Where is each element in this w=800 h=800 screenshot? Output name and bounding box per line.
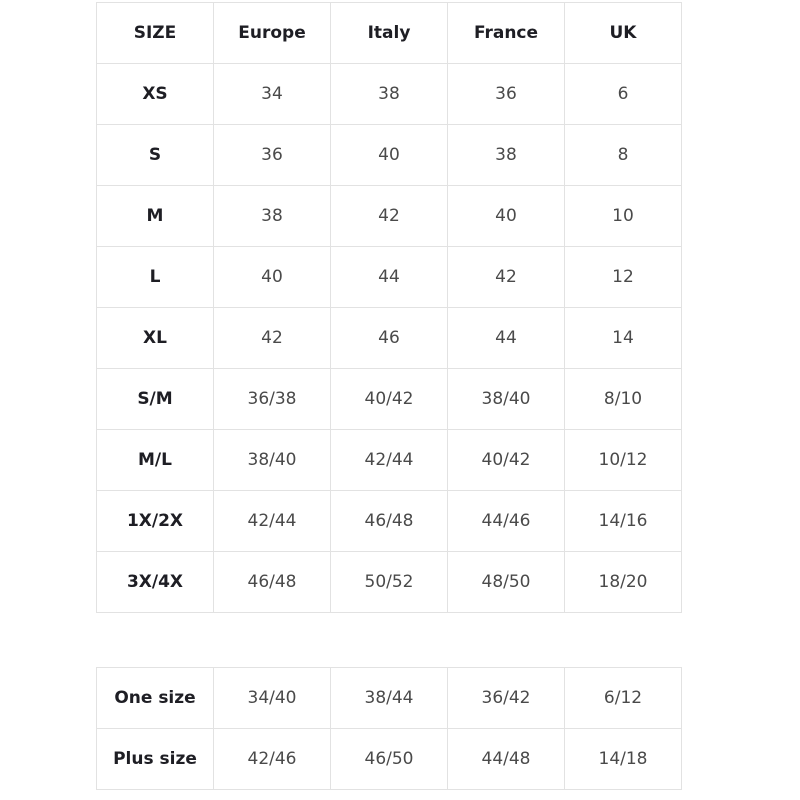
size-value-cell: 46/48 — [213, 551, 331, 613]
size-value-cell: 6/12 — [564, 667, 682, 729]
size-value-cell: 44/46 — [447, 490, 565, 552]
size-label-cell: 3X/4X — [96, 551, 214, 613]
column-header: Europe — [213, 2, 331, 64]
column-header: France — [447, 2, 565, 64]
table-row: Plus size 42/46 46/50 44/48 14/18 — [96, 728, 682, 790]
size-chart-table: SIZE Europe Italy France UK XS 34 38 36 6 S 36 40 38… — [96, 2, 682, 613]
size-label-cell: S/M — [96, 368, 214, 430]
size-label-cell: M — [96, 185, 214, 247]
size-value-cell: 36/38 — [213, 368, 331, 430]
header-row: SIZE Europe Italy France UK — [96, 2, 682, 64]
size-value-cell: 42 — [330, 185, 448, 247]
size-value-cell: 38/44 — [330, 667, 448, 729]
size-label-cell: L — [96, 246, 214, 308]
table-row: S 36 40 38 8 — [96, 124, 682, 186]
size-value-cell: 36 — [213, 124, 331, 186]
size-value-cell: 42/44 — [330, 429, 448, 491]
size-value-cell: 14/16 — [564, 490, 682, 552]
table-row: S/M 36/38 40/42 38/40 8/10 — [96, 368, 682, 430]
size-value-cell: 40/42 — [330, 368, 448, 430]
size-value-cell: 40 — [447, 185, 565, 247]
size-value-cell: 38 — [447, 124, 565, 186]
size-value-cell: 42 — [447, 246, 565, 308]
special-sizes-table: One size 34/40 38/44 36/42 6/12 Plus size 42/4… — [96, 667, 682, 790]
size-label-cell: 1X/2X — [96, 490, 214, 552]
table-row: 1X/2X 42/44 46/48 44/46 14/16 — [96, 490, 682, 552]
table-row: One size 34/40 38/44 36/42 6/12 — [96, 667, 682, 729]
size-value-cell: 42/44 — [213, 490, 331, 552]
size-label-cell: XS — [96, 63, 214, 125]
table-row: XL 42 46 44 14 — [96, 307, 682, 369]
size-label-cell: M/L — [96, 429, 214, 491]
size-value-cell: 34/40 — [213, 667, 331, 729]
column-header: UK — [564, 2, 682, 64]
size-label-cell: S — [96, 124, 214, 186]
size-value-cell: 44/48 — [447, 728, 565, 790]
size-value-cell: 38 — [330, 63, 448, 125]
size-value-cell: 18/20 — [564, 551, 682, 613]
size-value-cell: 46/48 — [330, 490, 448, 552]
column-header: SIZE — [96, 2, 214, 64]
size-value-cell: 46/50 — [330, 728, 448, 790]
size-value-cell: 42 — [213, 307, 331, 369]
size-value-cell: 14 — [564, 307, 682, 369]
size-value-cell: 44 — [447, 307, 565, 369]
size-value-cell: 6 — [564, 63, 682, 125]
size-value-cell: 38/40 — [213, 429, 331, 491]
size-value-cell: 38/40 — [447, 368, 565, 430]
size-value-cell: 42/46 — [213, 728, 331, 790]
size-label-cell: XL — [96, 307, 214, 369]
size-value-cell: 12 — [564, 246, 682, 308]
size-value-cell: 48/50 — [447, 551, 565, 613]
size-value-cell: 40 — [213, 246, 331, 308]
column-header: Italy — [330, 2, 448, 64]
size-value-cell: 8 — [564, 124, 682, 186]
size-value-cell: 46 — [330, 307, 448, 369]
table-row: XS 34 38 36 6 — [96, 63, 682, 125]
table-row: M/L 38/40 42/44 40/42 10/12 — [96, 429, 682, 491]
size-value-cell: 10/12 — [564, 429, 682, 491]
size-value-cell: 10 — [564, 185, 682, 247]
table-row: 3X/4X 46/48 50/52 48/50 18/20 — [96, 551, 682, 613]
size-value-cell: 38 — [213, 185, 331, 247]
size-value-cell: 14/18 — [564, 728, 682, 790]
size-value-cell: 36 — [447, 63, 565, 125]
table-row: L 40 44 42 12 — [96, 246, 682, 308]
size-value-cell: 40 — [330, 124, 448, 186]
size-label-cell: One size — [96, 667, 214, 729]
size-value-cell: 50/52 — [330, 551, 448, 613]
size-value-cell: 34 — [213, 63, 331, 125]
table-row: M 38 42 40 10 — [96, 185, 682, 247]
size-value-cell: 8/10 — [564, 368, 682, 430]
size-label-cell: Plus size — [96, 728, 214, 790]
size-value-cell: 36/42 — [447, 667, 565, 729]
size-value-cell: 44 — [330, 246, 448, 308]
size-value-cell: 40/42 — [447, 429, 565, 491]
